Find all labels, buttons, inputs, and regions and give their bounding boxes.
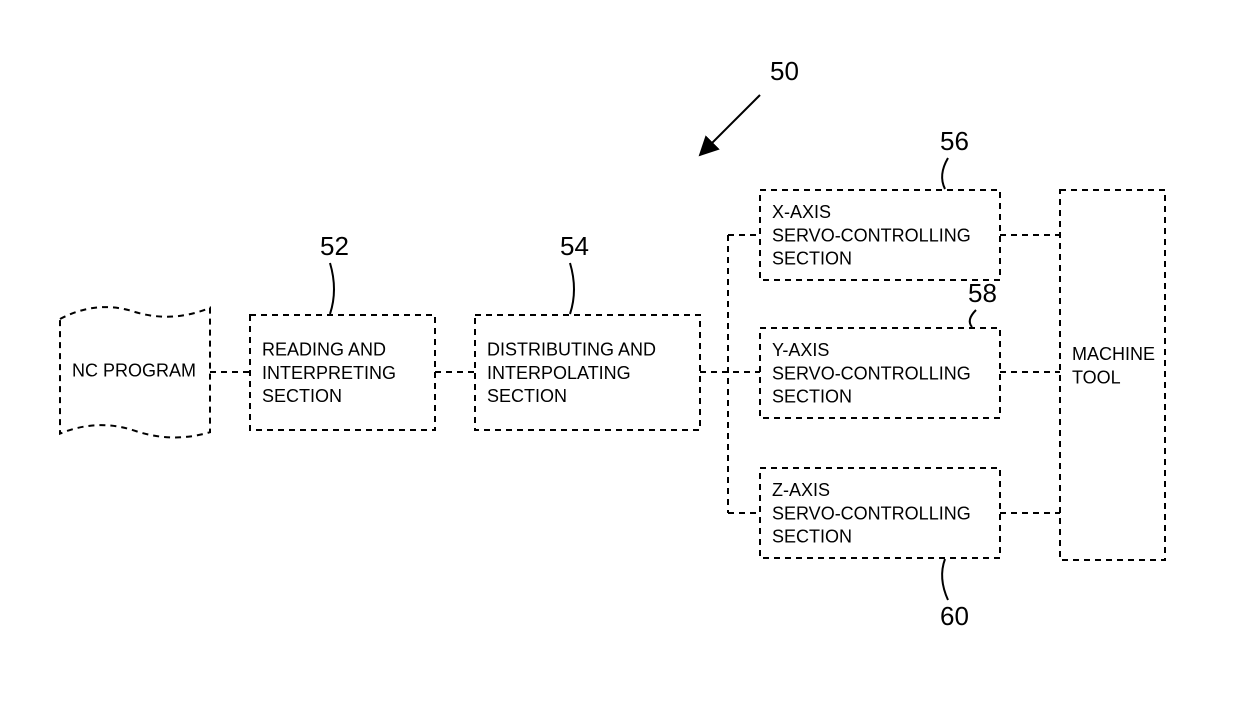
pointer-arrow [700,95,760,155]
block-y_servo: Y-AXIS SERVO-CONTROLLING SECTION [760,328,1000,418]
block-label: Z-AXIS [772,480,830,500]
block-label: READING AND [262,339,386,359]
block-label: Y-AXIS [772,340,829,360]
block-machine_tool: MACHINE TOOL [1060,190,1165,560]
ref-numeral: 56 [940,126,969,156]
ref-numeral: 58 [968,278,997,308]
block-reading: READING AND INTERPRETING SECTION [250,315,435,430]
ref-lead [970,310,976,327]
block-label: SECTION [772,527,852,547]
ref-lead [570,263,574,314]
block-z_servo: Z-AXIS SERVO-CONTROLLING SECTION [760,468,1000,558]
block-label: SERVO-CONTROLLING [772,503,971,523]
ref-numeral: 54 [560,231,589,261]
block-distributing: DISTRIBUTING AND INTERPOLATING SECTION [475,315,700,430]
block-nc_program: NC PROGRAM [60,307,210,437]
ref-numeral: 60 [940,601,969,631]
block-label: INTERPOLATING [487,363,631,383]
block-label: INTERPRETING [262,363,396,383]
ref-lead [330,263,334,314]
ref-numeral: 52 [320,231,349,261]
block-label: DISTRIBUTING AND [487,339,656,359]
block-diagram: NC PROGRAM READING AND INTERPRETING SECTION… [0,0,1240,726]
block-label: SECTION [487,386,567,406]
reference-numerals: 52 54 56 58 60 50 [320,56,997,631]
block-x_servo: X-AXIS SERVO-CONTROLLING SECTION [760,190,1000,280]
block-label: X-AXIS [772,202,831,222]
ref-numeral: 50 [770,56,799,86]
ref-lead [942,559,948,600]
block-label: SERVO-CONTROLLING [772,225,971,245]
block-label: MACHINE [1072,344,1155,364]
block-label: SECTION [262,386,342,406]
block-label: NC PROGRAM [72,360,196,380]
block-label: SECTION [772,387,852,407]
block-label: TOOL [1072,367,1121,387]
blocks: NC PROGRAM READING AND INTERPRETING SECTION… [60,190,1165,560]
block-label: SECTION [772,249,852,269]
ref-lead [942,158,948,189]
block-label: SERVO-CONTROLLING [772,363,971,383]
